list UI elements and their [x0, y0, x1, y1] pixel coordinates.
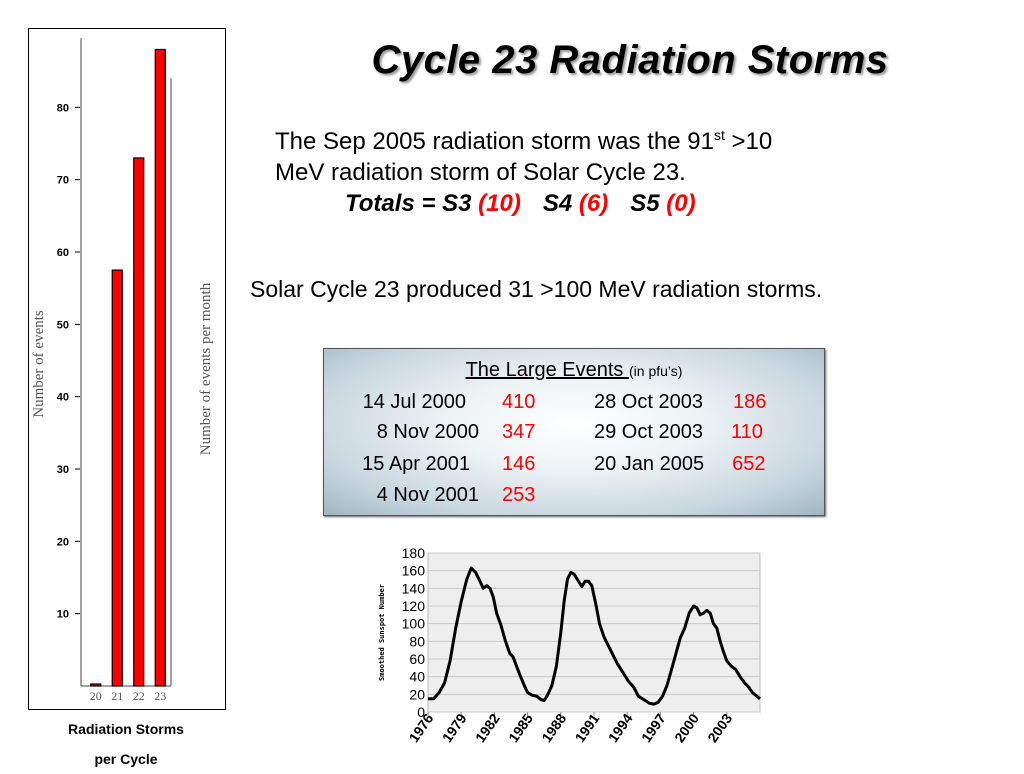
- bar: [154, 48, 166, 687]
- bar-caption-line1: Radiation Storms: [68, 721, 184, 737]
- y-tick-label: 40: [409, 669, 425, 685]
- bar-chart-caption: Radiation Storms per Cycle: [28, 714, 224, 774]
- plot-area: [427, 552, 761, 713]
- event-value: 652: [732, 453, 766, 475]
- y-axis-title: Number of events: [31, 310, 47, 418]
- event-date: 29 Oct 2003: [594, 421, 703, 443]
- intro-text-1: The Sep 2005 radiation storm was the 91: [275, 128, 714, 155]
- y-tick-label: 100: [402, 616, 426, 632]
- produced-statement: Solar Cycle 23 produced 31 >100 MeV radi…: [250, 276, 823, 302]
- x-tick-label: 2000: [671, 710, 702, 745]
- intro-ordinal-suffix: st: [713, 127, 725, 143]
- x-tick-label: 2003: [704, 710, 735, 745]
- event-date: 15 Apr 2001: [362, 453, 470, 475]
- event-value: 110: [730, 421, 763, 443]
- event-value: 253: [502, 484, 536, 506]
- x-tick-label: 1979: [439, 710, 470, 745]
- y-tick-label: 60: [57, 247, 69, 259]
- page-title: Cycle 23 Radiation Storms: [371, 38, 889, 82]
- s4-label: S4: [542, 190, 579, 217]
- y-tick-label: 10: [57, 609, 69, 621]
- y-axis-title-right: Number of events per month: [198, 282, 214, 455]
- x-tick-label: 1991: [571, 710, 602, 745]
- event-value: 410: [502, 391, 536, 413]
- event-row: 28 Oct 2003 186: [594, 391, 766, 414]
- y-tick-label: 180: [402, 545, 426, 561]
- y-tick-label: 50: [57, 319, 69, 331]
- large-events-box: The Large Events (in pfu’s) 14 Jul 2000 4…: [323, 348, 825, 516]
- y-tick-label: 20: [57, 536, 69, 548]
- radiation-storms-bar-chart: 10 20 30 40 50 60 70 80 20 21 22 23 Number of events…: [31, 38, 214, 703]
- sunspot-series-line: [428, 566, 761, 706]
- y-tick-label: 70: [57, 175, 69, 187]
- x-tick-label: 23: [154, 689, 166, 703]
- y-tick-label: 80: [409, 633, 425, 649]
- x-tick-label: 1997: [638, 710, 669, 745]
- y-tick-label: 120: [402, 598, 426, 614]
- event-row: 20 Jan 2005 652: [594, 453, 765, 476]
- s5-count: (0): [666, 190, 696, 217]
- event-row: 14 Jul 2000 410: [336, 391, 536, 414]
- large-events-unit: (in pfu’s): [629, 363, 683, 379]
- event-date: 8 Nov 2000: [376, 421, 479, 443]
- x-tick-label: 1982: [472, 710, 503, 745]
- x-tick-label: 21: [111, 689, 123, 703]
- x-tick-label: 1985: [505, 710, 536, 745]
- totals-line: Totals = S3 (10) S4 (6) S5 (0): [345, 190, 696, 218]
- y-tick-label: 20: [409, 686, 425, 702]
- intro-paragraph: The Sep 2005 radiation storm was the 91s…: [275, 120, 995, 188]
- event-value: 347: [502, 421, 536, 443]
- y-axis-title: Smoothed Sunspot Number: [378, 584, 386, 681]
- event-value: 146: [502, 453, 536, 475]
- event-date: 20 Jan 2005: [594, 453, 705, 475]
- bar: [111, 269, 123, 687]
- event-row: 29 Oct 2003 110: [594, 421, 763, 444]
- s3-count: (10): [478, 190, 521, 217]
- totals-prefix: Totals = S3: [345, 190, 479, 217]
- y-tick-label: 30: [57, 464, 69, 476]
- bar-chart-panel: 10 20 30 40 50 60 70 80 20 21 22 23 Number of events…: [28, 28, 226, 710]
- bar: [90, 683, 102, 687]
- x-tick-label: 22: [133, 689, 145, 703]
- x-tick-label: 20: [90, 689, 102, 703]
- y-tick-label: 80: [57, 102, 69, 114]
- y-tick-label: 0: [417, 704, 425, 720]
- intro-text-3: MeV radiation storm of Solar Cycle 23.: [275, 159, 686, 186]
- bar: [133, 157, 145, 687]
- s4-count: (6): [578, 190, 609, 217]
- x-tick-label: 1976: [405, 710, 436, 745]
- event-date: 4 Nov 2001: [376, 484, 479, 506]
- s5-label: S5: [630, 190, 667, 217]
- event-row: 15 Apr 2001 146: [336, 453, 535, 476]
- y-tick-label: 160: [402, 563, 426, 579]
- event-value: 186: [732, 391, 767, 413]
- x-tick-label: 1988: [538, 710, 569, 745]
- y-tick-label: 60: [409, 651, 425, 667]
- event-row: 8 Nov 2000 347: [336, 421, 536, 444]
- event-row: 4 Nov 2001 253: [336, 484, 536, 507]
- x-tick-label: 1994: [605, 710, 636, 745]
- y-tick-label: 40: [57, 392, 69, 404]
- event-date: 14 Jul 2000: [362, 391, 466, 413]
- y-tick-label: 140: [402, 580, 426, 596]
- large-events-title: The Large Events: [465, 359, 629, 381]
- bar-caption-line2: per Cycle: [94, 751, 158, 767]
- intro-text-2: >10: [724, 128, 773, 155]
- large-events-heading: The Large Events (in pfu’s): [324, 359, 824, 382]
- event-date: 28 Oct 2003: [594, 391, 703, 413]
